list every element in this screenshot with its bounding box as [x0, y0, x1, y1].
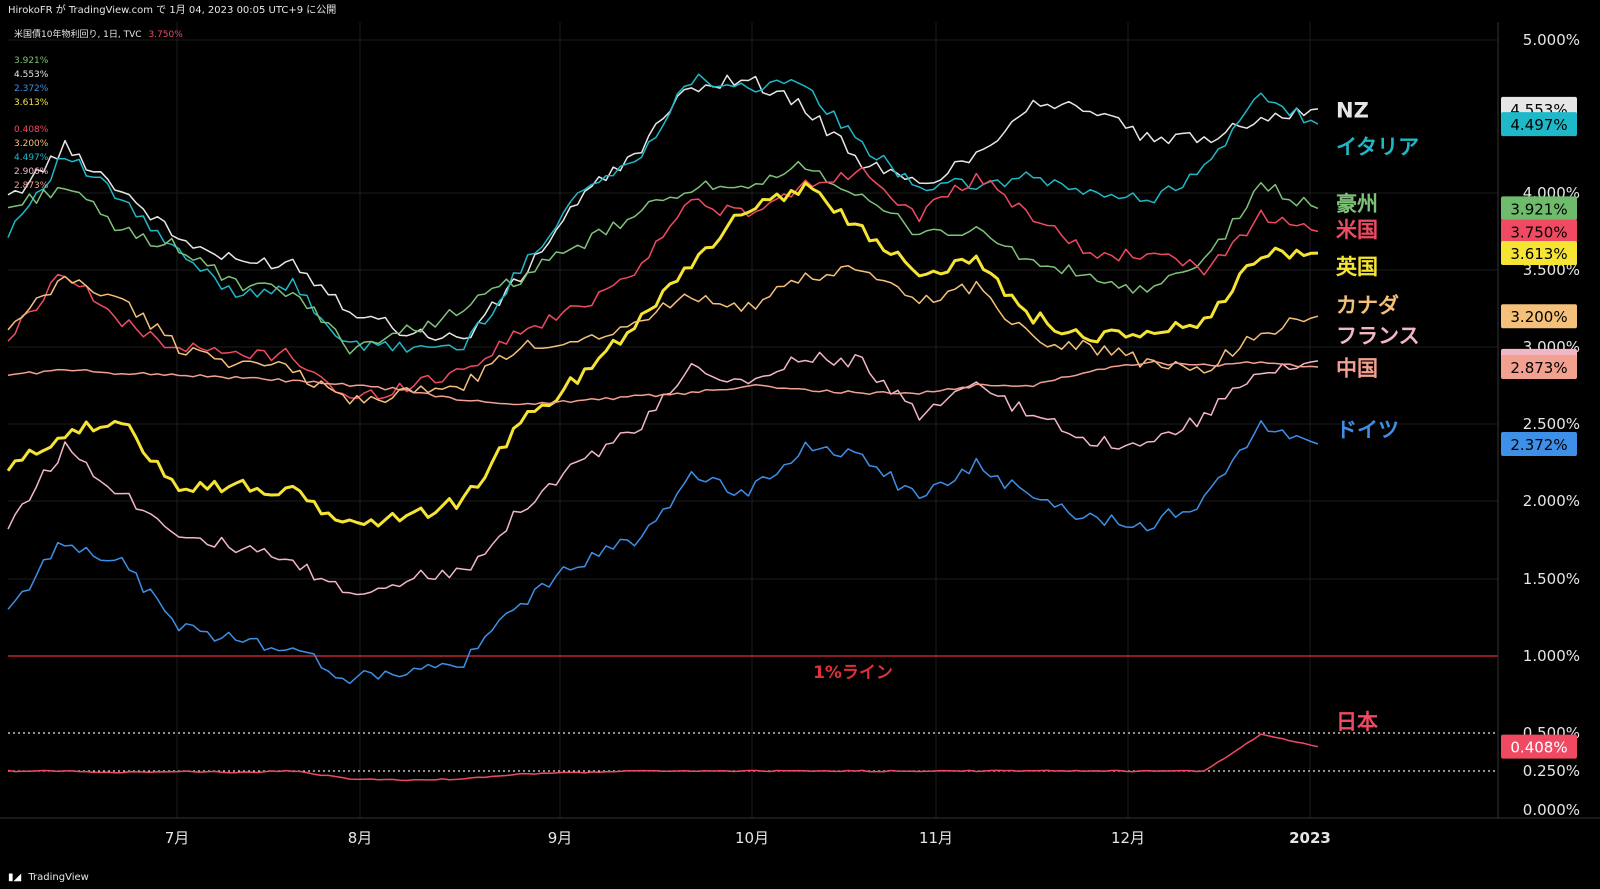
x-tick-label: 12月: [1111, 829, 1145, 847]
price-badge-text: 3.200%: [1510, 308, 1567, 326]
price-badge-text: 3.750%: [1510, 224, 1567, 242]
publish-line: HirokoFR が TradingView.com で 1月 04, 2023…: [8, 5, 337, 16]
x-tick-label: 10月: [735, 829, 769, 847]
series-line-3: [7, 166, 1319, 400]
price-badge: 3.200%: [1501, 304, 1577, 329]
footer-bar: ▮◢ TradingView: [0, 866, 1600, 889]
symbol-value: 3.750%: [148, 30, 183, 40]
y-tick-label: 3.500%: [1523, 261, 1580, 279]
legend-value: 0.408%: [14, 125, 49, 135]
y-tick-label: 0.000%: [1523, 801, 1580, 819]
y-tick-label: 1.500%: [1523, 570, 1580, 588]
price-badge: 4.497%: [1501, 112, 1577, 137]
price-badge-text: 2.873%: [1510, 359, 1567, 377]
price-badge-text: 2.372%: [1510, 436, 1567, 454]
footer-brand: TradingView: [28, 872, 89, 883]
y-tick-label: 1.000%: [1523, 647, 1580, 665]
symbol-line: 米国債10年物利回り, 1日, TVC: [14, 30, 142, 40]
price-badge-bg: [1501, 734, 1577, 759]
series-line-5: [7, 264, 1319, 405]
legend-value: 3.200%: [14, 139, 49, 149]
reference-line-label: 1%ライン: [813, 663, 893, 683]
series-name-label: 米国: [1336, 218, 1378, 242]
y-tick-label: 2.500%: [1523, 415, 1580, 433]
series-line-8: [7, 420, 1319, 685]
price-badge: 2.873%: [1501, 355, 1577, 380]
series-line-7: [7, 360, 1319, 406]
price-axis: 5.000%4.000%3.500%3.000%2.500%2.000%1.50…: [1497, 22, 1600, 866]
series-lines: [6, 73, 1319, 782]
price-badge: 3.613%: [1501, 241, 1577, 266]
symbol-legend: 米国債10年物利回り, 1日, TVC 3.750%: [14, 27, 183, 40]
series-name-label: ドイツ: [1336, 418, 1399, 442]
legend-value: 2.906%: [14, 167, 49, 177]
series-name-label: 中国: [1336, 357, 1378, 381]
y-tick-label: 2.000%: [1523, 492, 1580, 510]
x-tick-label: 2023: [1289, 829, 1331, 847]
x-tick-label: 7月: [165, 829, 190, 847]
series-line-4: [6, 181, 1319, 528]
y-tick-label: 5.000%: [1523, 31, 1580, 49]
price-badge-text: 0.408%: [1510, 739, 1567, 757]
y-tick-label: 0.250%: [1523, 762, 1580, 780]
legend-value: 3.613%: [14, 98, 49, 108]
series-name-label: イタリア: [1336, 135, 1419, 159]
series-line-0: [7, 74, 1319, 341]
price-badge-text: 4.497%: [1510, 116, 1567, 134]
tradingview-logo-icon: ▮◢: [8, 872, 22, 883]
time-axis: 7月 8月 9月 10月 11月 12月 2023: [0, 817, 1600, 847]
series-line-1: [7, 73, 1319, 353]
series-name-label: NZ: [1336, 98, 1369, 122]
series-name-label: 豪州: [1336, 192, 1378, 216]
legend-value: 4.553%: [14, 70, 49, 80]
price-badge-bg: [1501, 432, 1577, 457]
price-badge-bg: [1501, 241, 1577, 266]
series-name-label: 日本: [1336, 710, 1378, 734]
series-name-label: 英国: [1336, 255, 1378, 279]
price-badge-bg: [1501, 219, 1577, 244]
x-tick-label: 9月: [548, 829, 573, 847]
price-badge: 2.372%: [1501, 432, 1577, 457]
price-badge: 3.750%: [1501, 219, 1577, 244]
series-name-label: フランス: [1336, 324, 1420, 348]
x-tick-label: 8月: [348, 829, 373, 847]
price-badge-bg: [1501, 196, 1577, 221]
series-name-label: カナダ: [1336, 293, 1399, 317]
series-line-9: [7, 733, 1319, 782]
legend-value: 3.921%: [14, 56, 49, 66]
price-badge-bg: [1501, 112, 1577, 137]
price-badge-bg: [1501, 355, 1577, 380]
price-badge-bg: [1501, 304, 1577, 329]
publish-header: HirokoFR が TradingView.com で 1月 04, 2023…: [0, 0, 1600, 22]
series-line-2: [7, 160, 1319, 355]
legend-value: 2.372%: [14, 84, 49, 94]
legend-value: 2.873%: [14, 181, 49, 191]
legend-value: 4.497%: [14, 153, 49, 163]
price-badge-text: 3.613%: [1510, 245, 1567, 263]
x-tick-label: 11月: [919, 829, 953, 847]
price-badge: 0.408%: [1501, 734, 1577, 759]
price-badge-text: 3.921%: [1510, 200, 1567, 218]
price-badge: 3.921%: [1501, 196, 1577, 221]
